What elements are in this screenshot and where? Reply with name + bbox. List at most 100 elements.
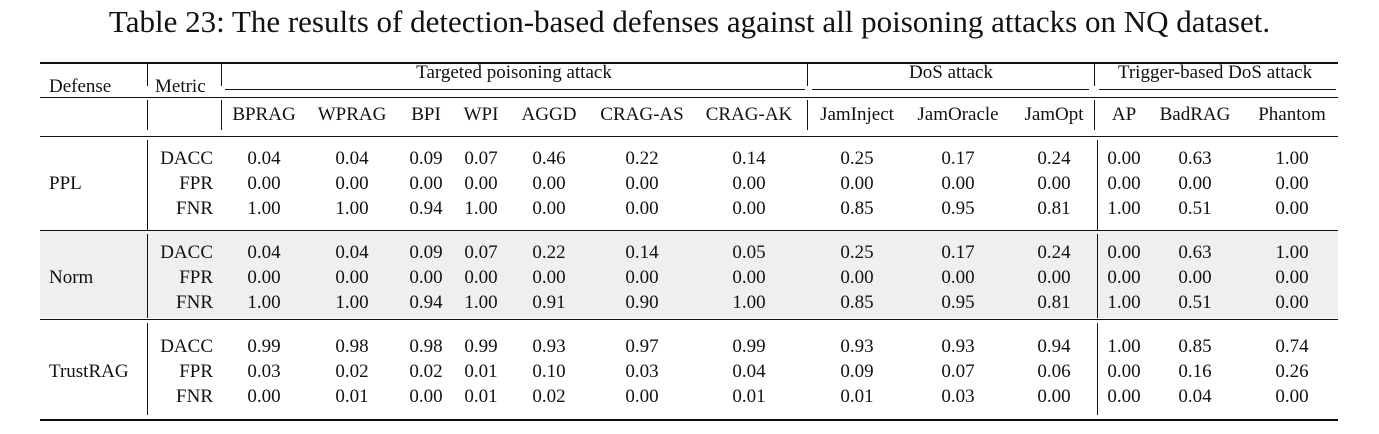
table-cell: 0.01 xyxy=(732,386,766,407)
table-cell: 0.00 xyxy=(625,267,659,288)
table-cell: 0.00 xyxy=(1275,292,1309,313)
table-rule xyxy=(40,97,1338,98)
table-cell: 0.46 xyxy=(532,148,566,169)
table-cell: 0.63 xyxy=(1178,242,1212,263)
table-cell: 0.16 xyxy=(1178,361,1212,382)
table-cell: 0.01 xyxy=(335,386,369,407)
table-cell: 0.10 xyxy=(532,361,566,382)
column-header: BPI xyxy=(411,104,441,125)
table-cell: 0.00 xyxy=(1275,173,1309,194)
table-cell: 0.85 xyxy=(840,292,874,313)
table-cell: 0.93 xyxy=(840,336,874,357)
column-header: CRAG-AS xyxy=(600,104,684,125)
table-cell: 0.51 xyxy=(1178,198,1212,219)
table-cell: 1.00 xyxy=(335,198,369,219)
table-cell: 0.01 xyxy=(840,386,874,407)
vertical-rule xyxy=(147,234,148,318)
table-cell: 0.14 xyxy=(732,148,766,169)
column-header: JamOpt xyxy=(1024,104,1084,125)
table-cell: 0.17 xyxy=(941,148,975,169)
table-cell: 0.00 xyxy=(732,173,766,194)
table-cell: 0.00 xyxy=(1107,242,1141,263)
table-cell: 0.01 xyxy=(464,386,498,407)
vertical-rule xyxy=(1097,234,1098,318)
table-cell: 0.00 xyxy=(625,198,659,219)
table-rule xyxy=(40,62,1338,64)
table-cell: 0.63 xyxy=(1178,148,1212,169)
table-cell: 0.00 xyxy=(941,267,975,288)
table-cell: 0.09 xyxy=(840,361,874,382)
table-cell: 0.03 xyxy=(625,361,659,382)
metric-name: DACC xyxy=(160,242,213,263)
table-cell: 0.00 xyxy=(1107,386,1141,407)
metric-name: FPR xyxy=(179,361,213,382)
table-cell: 0.00 xyxy=(1107,267,1141,288)
table-cell: 0.00 xyxy=(941,173,975,194)
table-cell: 0.00 xyxy=(409,267,443,288)
group-underline xyxy=(1099,89,1336,90)
table-cell: 0.74 xyxy=(1275,336,1309,357)
metric-name: DACC xyxy=(160,336,213,357)
table-cell: 0.07 xyxy=(941,361,975,382)
table-cell: 0.90 xyxy=(625,292,659,313)
table-cell: 0.00 xyxy=(532,267,566,288)
vertical-rule xyxy=(1097,140,1098,230)
metric-name: FNR xyxy=(176,292,213,313)
vertical-rule xyxy=(147,100,148,130)
table-cell: 0.81 xyxy=(1037,198,1071,219)
table-cell: 0.00 xyxy=(840,267,874,288)
table-cell: 0.00 xyxy=(1107,148,1141,169)
column-header: AGGD xyxy=(521,104,577,125)
table-cell: 1.00 xyxy=(1275,242,1309,263)
table-cell: 0.00 xyxy=(464,173,498,194)
group-underline xyxy=(225,89,805,90)
table-cell: 0.01 xyxy=(464,361,498,382)
table-cell: 0.22 xyxy=(625,148,659,169)
metric-name: FPR xyxy=(179,267,213,288)
table-rule xyxy=(40,136,1338,137)
table-cell: 0.03 xyxy=(941,386,975,407)
table-cell: 1.00 xyxy=(464,198,498,219)
vertical-rule xyxy=(807,100,808,130)
column-header: JamInject xyxy=(820,104,894,125)
table-cell: 0.95 xyxy=(941,292,975,313)
table-cell: 0.00 xyxy=(625,386,659,407)
table-cell: 0.03 xyxy=(247,361,281,382)
table-cell: 0.09 xyxy=(409,242,443,263)
table-cell: 0.07 xyxy=(464,148,498,169)
column-header: BPRAG xyxy=(232,104,296,125)
table-cell: 0.04 xyxy=(335,148,369,169)
defense-name: TrustRAG xyxy=(49,361,129,382)
table-cell: 0.00 xyxy=(335,173,369,194)
vertical-rule xyxy=(221,100,222,130)
table-cell: 1.00 xyxy=(1107,336,1141,357)
group-underline xyxy=(812,89,1089,90)
table-cell: 0.26 xyxy=(1275,361,1309,382)
table-cell: 1.00 xyxy=(1107,198,1141,219)
group-header: DoS attack xyxy=(909,62,993,83)
table-cell: 0.00 xyxy=(247,267,281,288)
vertical-rule xyxy=(147,323,148,415)
defense-header: Defense xyxy=(49,76,112,97)
table-cell: 0.00 xyxy=(409,173,443,194)
table-cell: 1.00 xyxy=(335,292,369,313)
table-cell: 1.00 xyxy=(1107,292,1141,313)
table-cell: 0.00 xyxy=(1275,198,1309,219)
table-cell: 0.24 xyxy=(1037,242,1071,263)
table-rule xyxy=(40,419,1338,421)
column-header: WPI xyxy=(463,104,499,125)
metric-header: Metric xyxy=(155,76,206,97)
table-cell: 0.99 xyxy=(464,336,498,357)
table-cell: 0.00 xyxy=(1275,267,1309,288)
table-cell: 0.09 xyxy=(409,148,443,169)
table-cell: 0.94 xyxy=(409,292,443,313)
column-header: BadRAG xyxy=(1159,104,1231,125)
metric-name: FNR xyxy=(176,386,213,407)
table-cell: 0.99 xyxy=(247,336,281,357)
table-cell: 0.00 xyxy=(1178,267,1212,288)
table-cell: 1.00 xyxy=(1275,148,1309,169)
table-cell: 0.05 xyxy=(732,242,766,263)
table-cell: 0.06 xyxy=(1037,361,1071,382)
vertical-rule xyxy=(147,140,148,230)
table-cell: 0.00 xyxy=(1037,267,1071,288)
